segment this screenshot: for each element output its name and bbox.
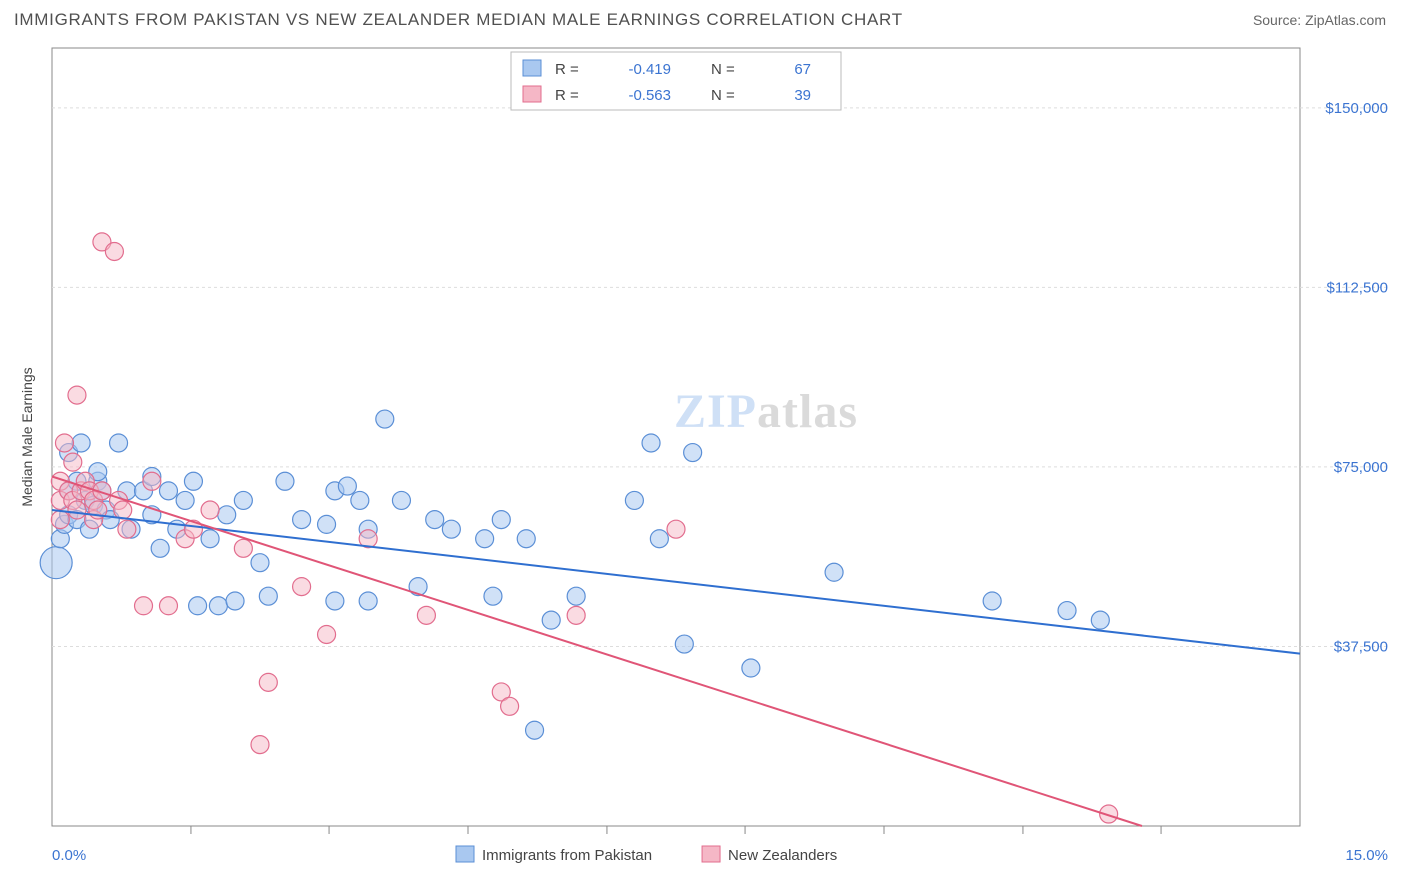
data-point [68,386,86,404]
data-point [684,444,702,462]
data-point [105,242,123,260]
x-tick-label: 0.0% [52,847,86,864]
data-point [293,511,311,529]
data-point [983,592,1001,610]
data-point [484,587,502,605]
legend-swatch [456,846,474,862]
legend-r-label: R = [555,87,579,104]
data-point [176,491,194,509]
data-point [667,520,685,538]
data-point [40,547,72,579]
data-point [251,554,269,572]
data-point [825,563,843,581]
data-point [110,434,128,452]
correlation-chart: $37,500 $75,000 $112,500 $150,000 0.0% 15.0% M… [0,36,1406,886]
data-point [318,515,336,533]
data-point [201,530,219,548]
data-point [251,736,269,754]
data-point [143,472,161,490]
data-point [376,410,394,428]
data-point [68,501,86,519]
legend-series-label: Immigrants from Pakistan [482,847,652,864]
data-point [259,673,277,691]
data-point [189,597,207,615]
data-point [114,501,132,519]
data-point [526,721,544,739]
data-point [209,597,227,615]
data-point [326,592,344,610]
data-point [64,453,82,471]
data-point [118,520,136,538]
data-point [351,491,369,509]
source-attribution: Source: ZipAtlas.com [1253,12,1386,28]
data-point [159,597,177,615]
y-tick-label: $112,500 [1327,279,1388,296]
data-point [567,587,585,605]
legend-series-label: New Zealanders [728,847,837,864]
data-point [476,530,494,548]
trend-line [52,476,1142,826]
legend-n-label: N = [711,61,735,78]
x-tick-label: 15.0% [1345,847,1388,864]
data-point [338,477,356,495]
data-point [201,501,219,519]
data-point [417,606,435,624]
data-point [1091,611,1109,629]
data-point [159,482,177,500]
chart-title: IMMIGRANTS FROM PAKISTAN VS NEW ZEALANDE… [14,10,903,30]
data-point [642,434,660,452]
data-point [226,592,244,610]
data-point [276,472,294,490]
y-tick-label: $37,500 [1334,638,1388,655]
y-tick-label: $150,000 [1325,100,1388,117]
data-point [675,635,693,653]
data-point [55,434,73,452]
data-point [567,606,585,624]
data-point [625,491,643,509]
legend-swatch [523,60,541,76]
legend-r-value: -0.563 [628,87,671,104]
data-point [1058,602,1076,620]
data-point [517,530,535,548]
data-point [72,434,90,452]
data-point [426,511,444,529]
data-point [151,539,169,557]
data-point [742,659,760,677]
y-tick-label: $75,000 [1334,459,1388,476]
data-point [442,520,460,538]
legend-n-value: 39 [794,87,811,104]
data-point [259,587,277,605]
data-point [392,491,410,509]
legend-swatch [702,846,720,862]
watermark: ZIPatlas [674,385,858,438]
legend-swatch [523,86,541,102]
legend-r-label: R = [555,61,579,78]
data-point [542,611,560,629]
legend-r-value: -0.419 [628,61,671,78]
data-point [318,625,336,643]
data-point [293,578,311,596]
legend-n-label: N = [711,87,735,104]
data-point [359,592,377,610]
data-point [234,491,252,509]
data-point [492,511,510,529]
y-axis-label: Median Male Earnings [19,367,35,506]
data-point [135,597,153,615]
data-point [501,697,519,715]
data-point [650,530,668,548]
data-point [218,506,236,524]
data-point [234,539,252,557]
data-point [184,472,202,490]
legend-n-value: 67 [794,61,811,78]
data-point [51,511,69,529]
